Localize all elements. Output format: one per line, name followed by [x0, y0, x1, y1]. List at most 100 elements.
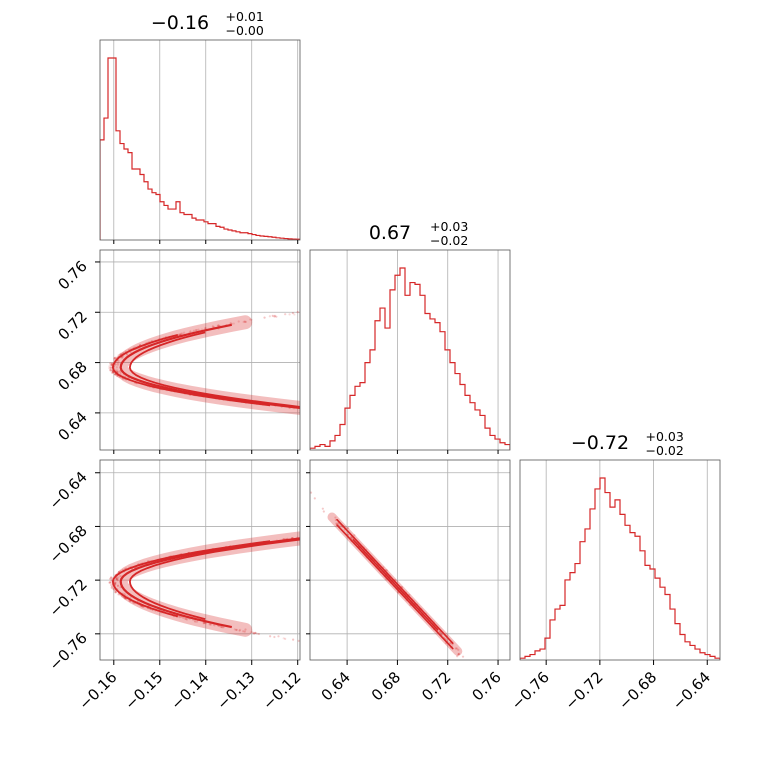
scatter-point: [113, 581, 116, 584]
scatter-point: [564, 280, 566, 282]
scatter-point: [364, 414, 366, 416]
scatter-point: [334, 516, 337, 519]
scatter-point: [321, 507, 324, 510]
scatter-point: [243, 320, 246, 324]
param-title-2: −0.72: [571, 432, 629, 454]
scatter-point: [229, 322, 232, 325]
x-tick-label: 0.72: [418, 668, 454, 704]
scatter-point: [277, 635, 280, 638]
scatter-point: [110, 579, 113, 582]
scatter-point: [501, 697, 503, 699]
scatter-point: [113, 357, 116, 360]
panel-frame: [309, 249, 511, 451]
scatter-point: [109, 369, 112, 372]
scatter-point: [314, 410, 316, 412]
scatter-point: [389, 527, 391, 529]
scatter-point: [112, 587, 115, 590]
scatter-point: [195, 620, 199, 623]
scatter-point: [605, 676, 607, 678]
scatter-point: [438, 630, 441, 634]
contour-line: [119, 323, 300, 410]
scatter-point: [118, 370, 122, 373]
scatter-point: [115, 368, 119, 371]
scatter-point: [113, 589, 116, 592]
title-lower-error: −0.02: [646, 443, 684, 458]
scatter-point: [645, 506, 647, 508]
scatter-point: [389, 417, 391, 419]
scatter-point: [316, 642, 318, 644]
scatter-point: [121, 356, 124, 360]
scatter-point: [123, 593, 126, 596]
hist-panel-1: [309, 249, 511, 451]
scatter-point: [273, 635, 276, 639]
scatter-point: [194, 620, 197, 623]
scatter-point: [115, 577, 118, 580]
scatter-point: [209, 623, 212, 626]
scatter-point: [109, 366, 112, 370]
scatter-point: [111, 587, 114, 590]
scatter-point: [457, 648, 460, 651]
scatter-point: [756, 443, 758, 445]
histogram-2: [520, 477, 720, 660]
scatter-point: [452, 292, 454, 294]
scatter-point: [683, 269, 685, 271]
scatter-point: [478, 663, 480, 665]
scatter-point: [499, 517, 501, 519]
scatter-point: [116, 370, 119, 373]
contour-line: [111, 540, 271, 618]
scatter-point: [235, 628, 238, 632]
scatter-point: [268, 315, 271, 318]
scatter-point: [237, 320, 240, 323]
scatter-point: [178, 616, 181, 619]
scatter-point: [364, 414, 366, 416]
scatter-point: [109, 369, 112, 372]
scatter-point: [315, 308, 317, 310]
scatter-point: [273, 315, 276, 318]
scatter-point: [347, 526, 350, 530]
scatter-point: [454, 647, 457, 650]
scatter-point: [350, 647, 352, 649]
scatter-point: [111, 585, 114, 588]
scatter-point: [204, 326, 207, 330]
scatter-point: [354, 414, 356, 416]
scatter-point: [325, 643, 327, 645]
x-tick-label: −0.64: [669, 668, 714, 713]
scatter-point: [183, 331, 186, 334]
scatter-panel-2-1: [309, 459, 511, 699]
scatter-point: [336, 522, 339, 525]
x-tick-label: −0.16: [75, 668, 120, 713]
scatter-point: [360, 302, 362, 304]
scatter-point: [434, 293, 436, 295]
scatter-point: [232, 322, 235, 325]
scatter-point: [114, 356, 117, 359]
scatter-point: [109, 576, 112, 580]
scatter-point: [114, 373, 117, 376]
scatter-point: [741, 689, 743, 691]
scatter-point: [251, 630, 254, 633]
scatter-point: [325, 307, 327, 309]
scatter-point: [551, 429, 553, 431]
scatter-point: [457, 653, 460, 656]
scatter-point: [117, 576, 120, 579]
scatter-point: [457, 653, 460, 656]
scatter-point: [524, 285, 526, 287]
x-tick-label: 0.68: [368, 668, 404, 704]
scatter-point: [221, 626, 224, 629]
scatter-point: [305, 408, 307, 410]
scatter-point: [358, 413, 360, 415]
scatter-point: [471, 665, 473, 667]
scatter-point: [491, 425, 493, 427]
scatter-point: [398, 298, 400, 300]
scatter-point: [243, 630, 246, 633]
scatter-point: [116, 584, 120, 587]
scatter-point: [392, 653, 394, 655]
scatter-point: [620, 275, 622, 277]
scatter-point: [115, 366, 118, 369]
scatter-point: [393, 653, 395, 655]
title-upper-error: +0.03: [646, 429, 684, 444]
scatter-point: [318, 643, 320, 645]
scatter-point: [124, 598, 128, 601]
scatter-point: [119, 575, 122, 578]
scatter-point: [443, 522, 445, 524]
scatter-point: [639, 435, 641, 437]
